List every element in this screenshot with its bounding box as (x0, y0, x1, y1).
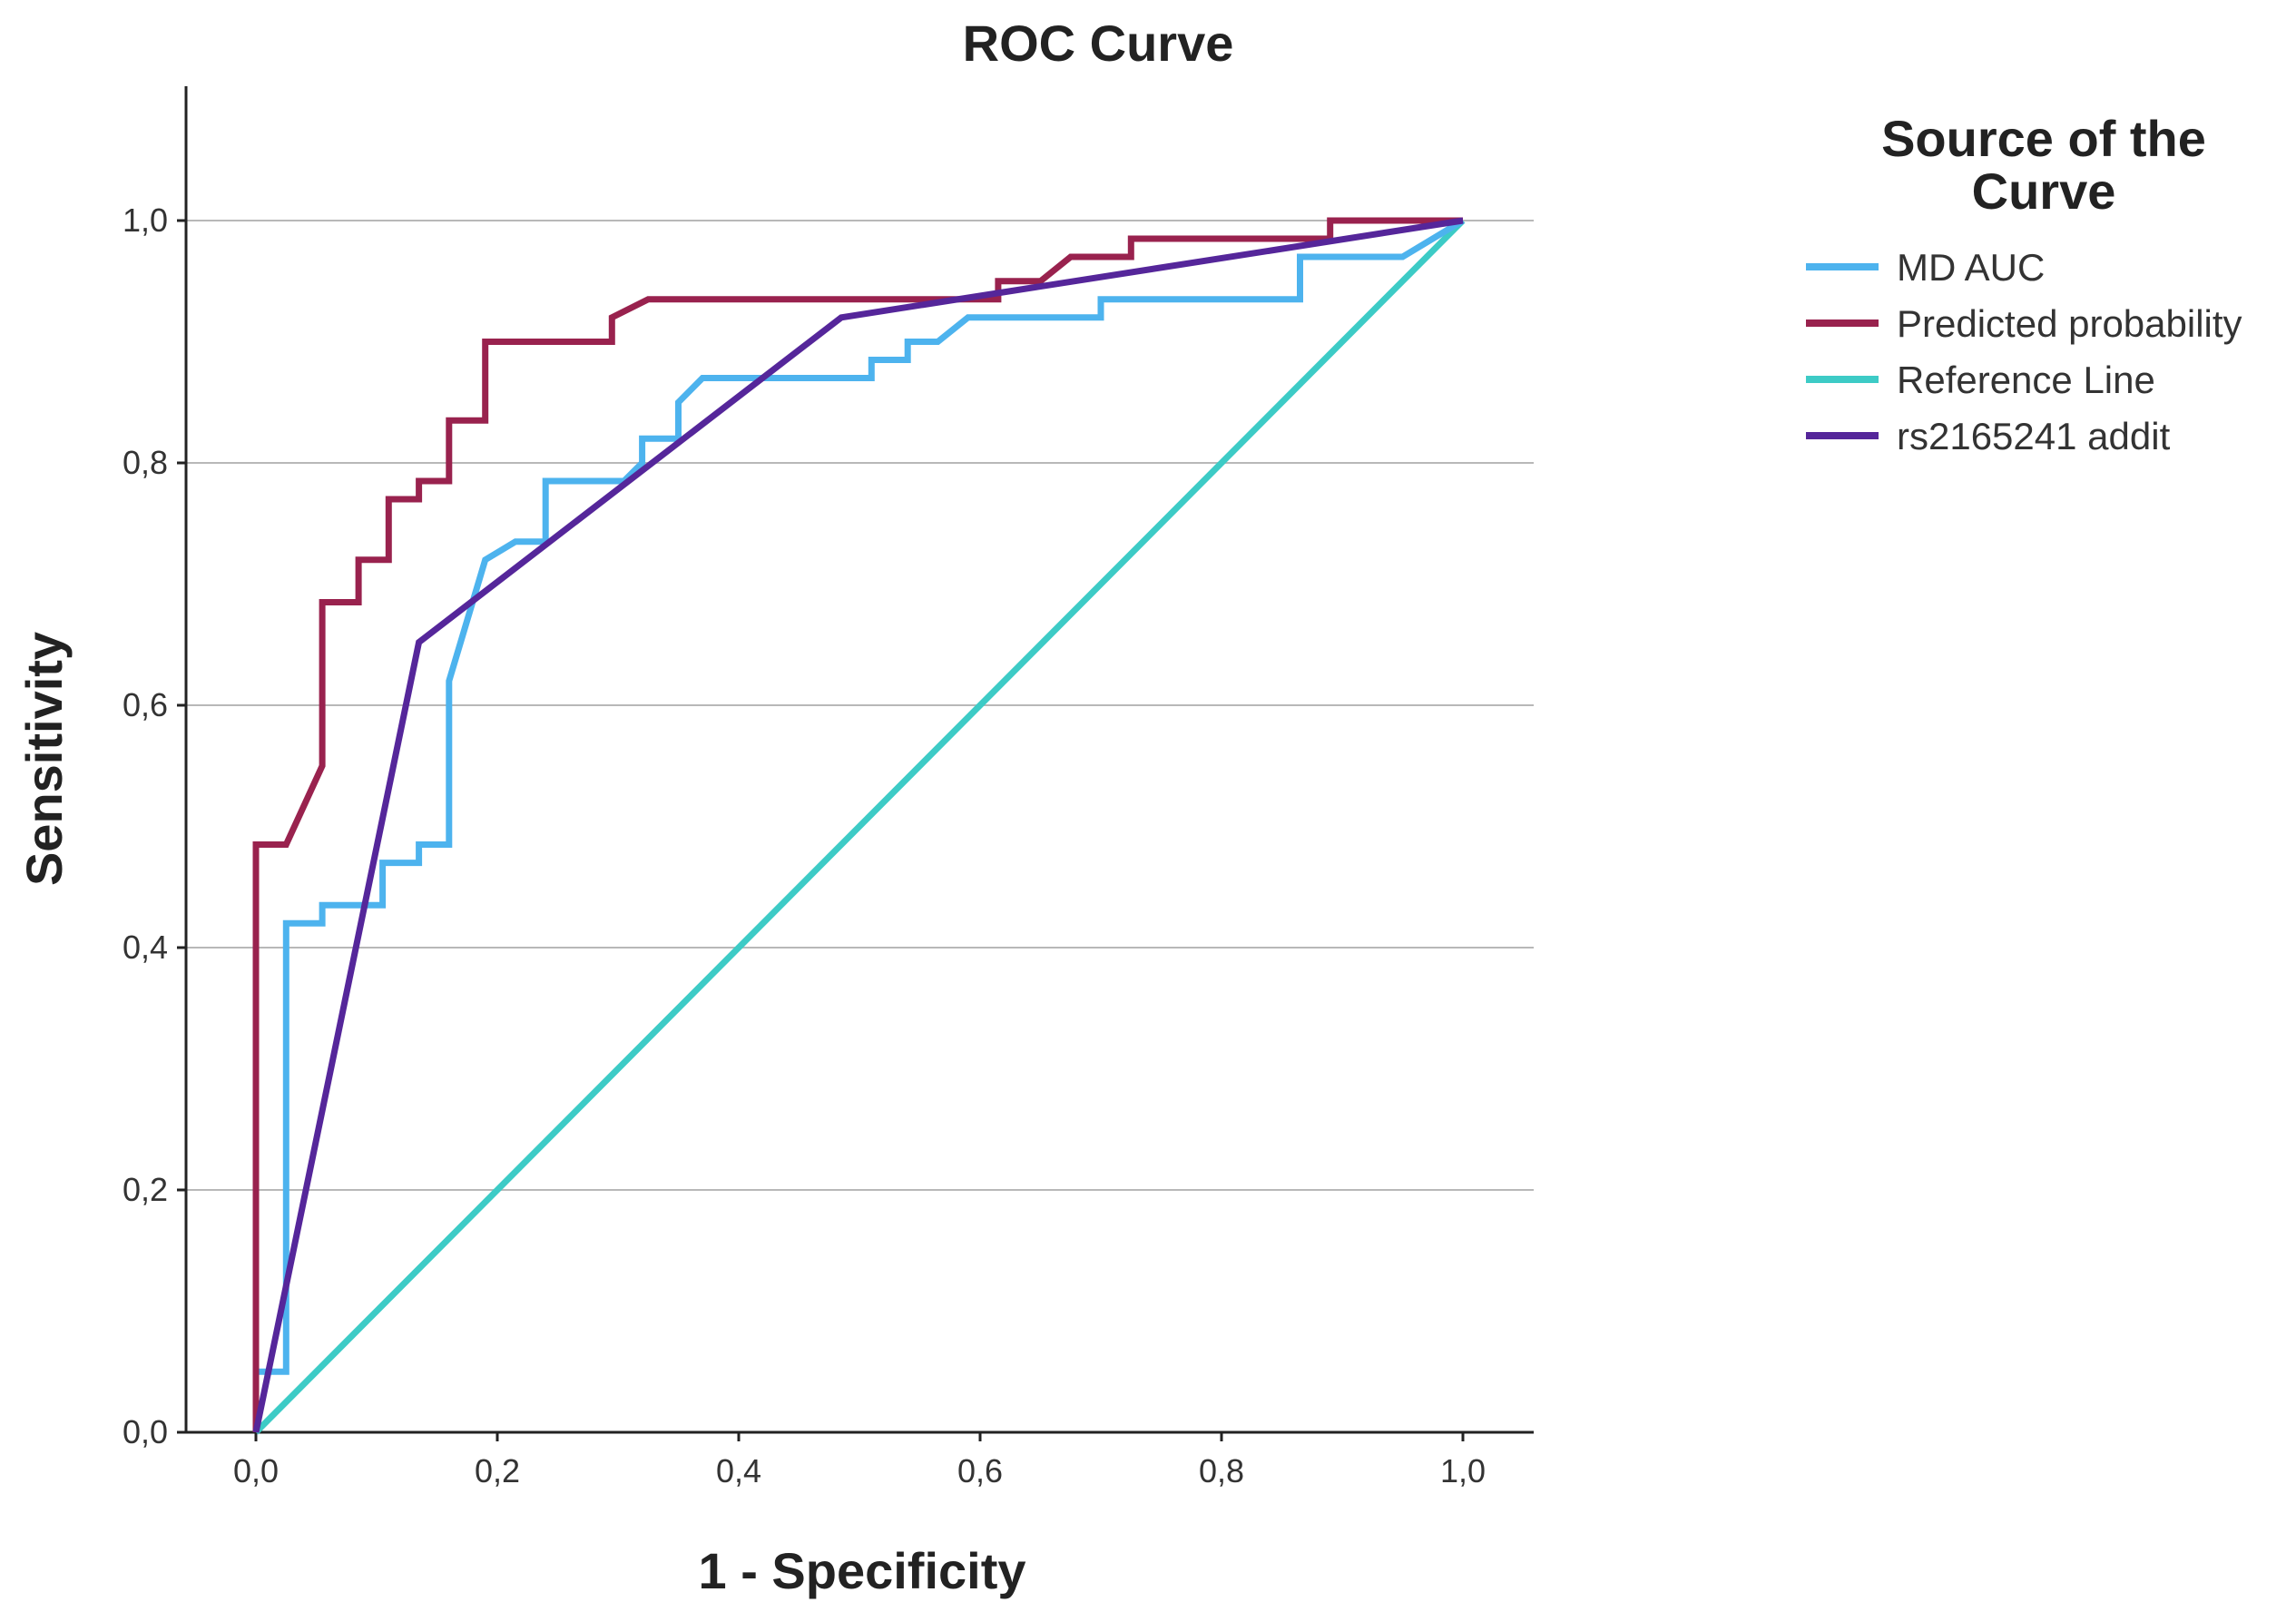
y-tick-label: 0,0 (123, 1413, 168, 1450)
series-line-reference-line (253, 218, 1466, 1435)
legend-items: MD AUC Predicted probability Reference Lin… (1806, 246, 2242, 457)
x-tick-label: 0,6 (957, 1452, 1003, 1489)
y-tick-label: 1,0 (123, 202, 168, 239)
legend-title-line1: Source of the (1881, 110, 2206, 167)
x-tick-label: 0,2 (475, 1452, 520, 1489)
x-tick-label: 0,8 (1199, 1452, 1244, 1489)
legend-title-line2: Curve (1972, 162, 2116, 220)
chart-title: ROC Curve (963, 15, 1234, 72)
legend-label-md-auc: MD AUC (1897, 246, 2045, 289)
x-ticks: 0,0 0,2 0,4 0,6 0,8 1,0 (233, 1432, 1486, 1489)
series-line-predicted-probability (252, 217, 1463, 1432)
y-ticks: 0,0 0,2 0,4 0,6 0,8 1,0 (123, 202, 186, 1450)
legend-label-rs2165241-addit: rs2165241 addit (1897, 415, 2171, 457)
x-tick-label: 0,0 (233, 1452, 279, 1489)
y-tick-label: 0,8 (123, 444, 168, 481)
legend: Source of the Curve MD AUC Predicted prob… (1806, 110, 2242, 457)
x-tick-label: 0,4 (716, 1452, 761, 1489)
y-axis-label: Sensitivity (15, 632, 73, 886)
series-lines (252, 217, 1466, 1435)
y-tick-label: 0,6 (123, 686, 168, 723)
x-axis-label: 1 - Specificity (698, 1542, 1025, 1599)
y-tick-label: 0,2 (123, 1171, 168, 1208)
x-tick-label: 1,0 (1440, 1452, 1486, 1489)
y-tick-label: 0,4 (123, 929, 168, 966)
legend-label-predicted-probability: Predicted probability (1897, 302, 2242, 345)
gridlines (186, 220, 1534, 1191)
legend-label-reference-line: Reference Line (1897, 359, 2155, 401)
series-line-md-auc (252, 218, 1465, 1432)
series-line-rs2165241-addit (252, 217, 1464, 1433)
